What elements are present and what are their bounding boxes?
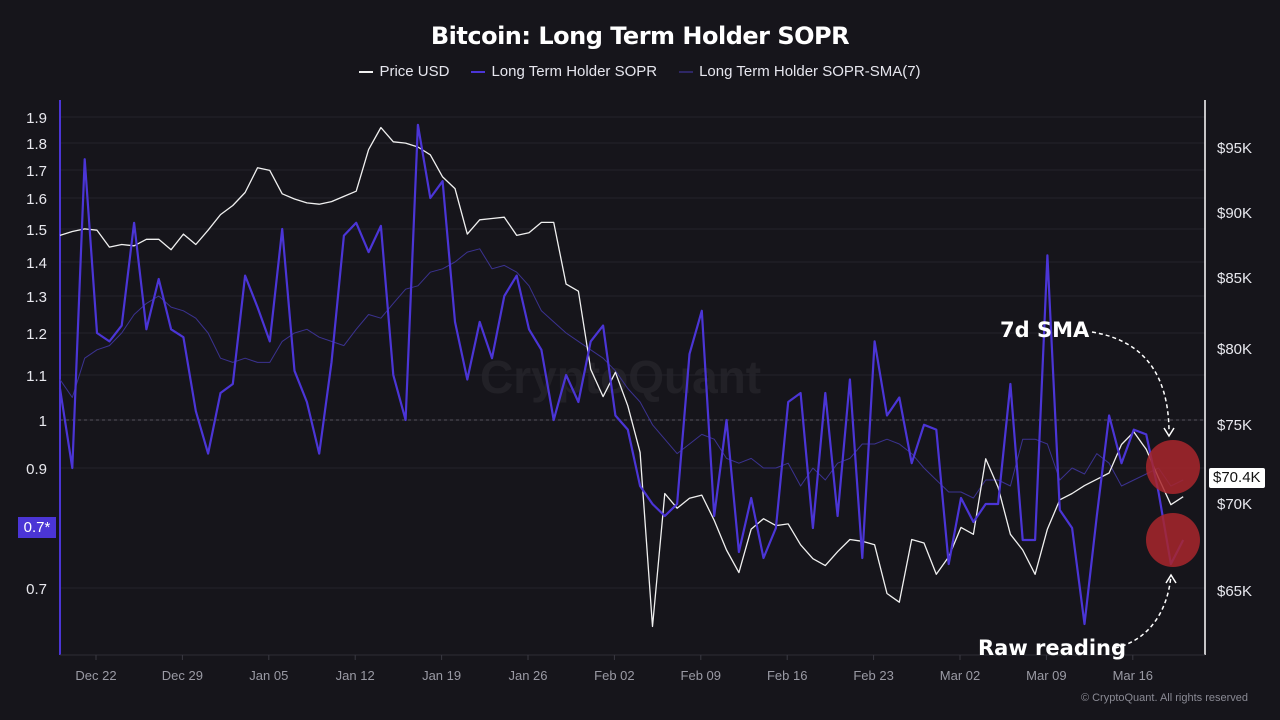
right-tick-label: $85K xyxy=(1217,270,1252,287)
right-tick-label: $65K xyxy=(1217,583,1252,600)
right-tick-label: $90K xyxy=(1217,205,1252,222)
legend-swatch xyxy=(679,70,694,73)
left-tick-label: 1.4 xyxy=(26,255,47,272)
x-tick-label: Jan 26 xyxy=(508,668,547,683)
series-line-sopr xyxy=(58,123,1185,626)
right-tick-label: $70K xyxy=(1217,496,1252,513)
legend-swatch xyxy=(471,70,486,73)
x-tick-label: Feb 09 xyxy=(681,668,721,683)
x-tick-label: Jan 05 xyxy=(249,668,288,683)
legend-item-sopr[interactable]: Long Term Holder SOPR xyxy=(471,63,657,80)
left-tick-label: 1 xyxy=(39,413,47,430)
legend: Price USD Long Term Holder SOPR Long Ter… xyxy=(0,63,1280,80)
left-tick-label: 1.8 xyxy=(26,136,47,153)
arrow-head-icon xyxy=(1163,427,1175,438)
series-line-price xyxy=(59,126,1184,628)
watermark: CryptoQuant xyxy=(480,351,762,403)
x-tick-label: Dec 22 xyxy=(75,668,116,683)
legend-label: Price USD xyxy=(379,63,450,80)
left-tick-label: 1.3 xyxy=(26,289,47,306)
x-tick-label: Mar 02 xyxy=(940,668,980,683)
left-tick-label: 1.7 xyxy=(26,163,47,180)
right-tick-label: $80K xyxy=(1217,341,1252,358)
x-tick-label: Jan 19 xyxy=(422,668,461,683)
left-tick-label: 0.7 xyxy=(26,581,47,598)
chart-title: Bitcoin: Long Term Holder SOPR xyxy=(430,22,850,50)
right-tick-label: $95K xyxy=(1217,140,1252,157)
left-tick-label: 1.9 xyxy=(26,110,47,127)
x-tick-label: Feb 23 xyxy=(853,668,893,683)
annotation-sma: 7d SMA xyxy=(1000,318,1090,342)
annotation-arrow-sma xyxy=(1091,331,1170,431)
arrow-head-icon xyxy=(1165,573,1177,584)
x-tick-label: Dec 29 xyxy=(162,668,203,683)
legend-item-sma[interactable]: Long Term Holder SOPR-SMA(7) xyxy=(679,63,921,80)
series-line-sma xyxy=(59,248,1184,499)
legend-label: Long Term Holder SOPR xyxy=(491,63,658,80)
x-tick-label: Jan 12 xyxy=(336,668,375,683)
annotation-raw: Raw reading xyxy=(978,636,1127,660)
annotation-arrow-raw xyxy=(1114,574,1172,649)
left-tick-label: 1.2 xyxy=(26,326,47,343)
x-tick-label: Feb 02 xyxy=(594,668,634,683)
current-price-tag: $70.4K xyxy=(1209,468,1265,488)
x-tick-label: Mar 16 xyxy=(1113,668,1153,683)
left-tick-label: 0.9 xyxy=(26,461,47,478)
highlight-circle-sma xyxy=(1146,440,1200,494)
legend-label: Long Term Holder SOPR-SMA(7) xyxy=(699,63,921,80)
x-tick-label: Mar 09 xyxy=(1026,668,1066,683)
copyright: © CryptoQuant. All rights reserved xyxy=(1080,692,1248,704)
legend-item-price[interactable]: Price USD xyxy=(359,63,449,80)
x-tick-label: Feb 16 xyxy=(767,668,807,683)
legend-swatch xyxy=(359,70,374,73)
left-tick-label: 1.5 xyxy=(26,222,47,239)
left-tick-label: 1.6 xyxy=(26,191,47,208)
left-tick-label: 1.1 xyxy=(26,368,47,385)
current-sopr-badge: 0.7* xyxy=(18,517,56,538)
highlight-circle-raw xyxy=(1146,513,1200,567)
right-tick-label: $75K xyxy=(1217,417,1252,434)
